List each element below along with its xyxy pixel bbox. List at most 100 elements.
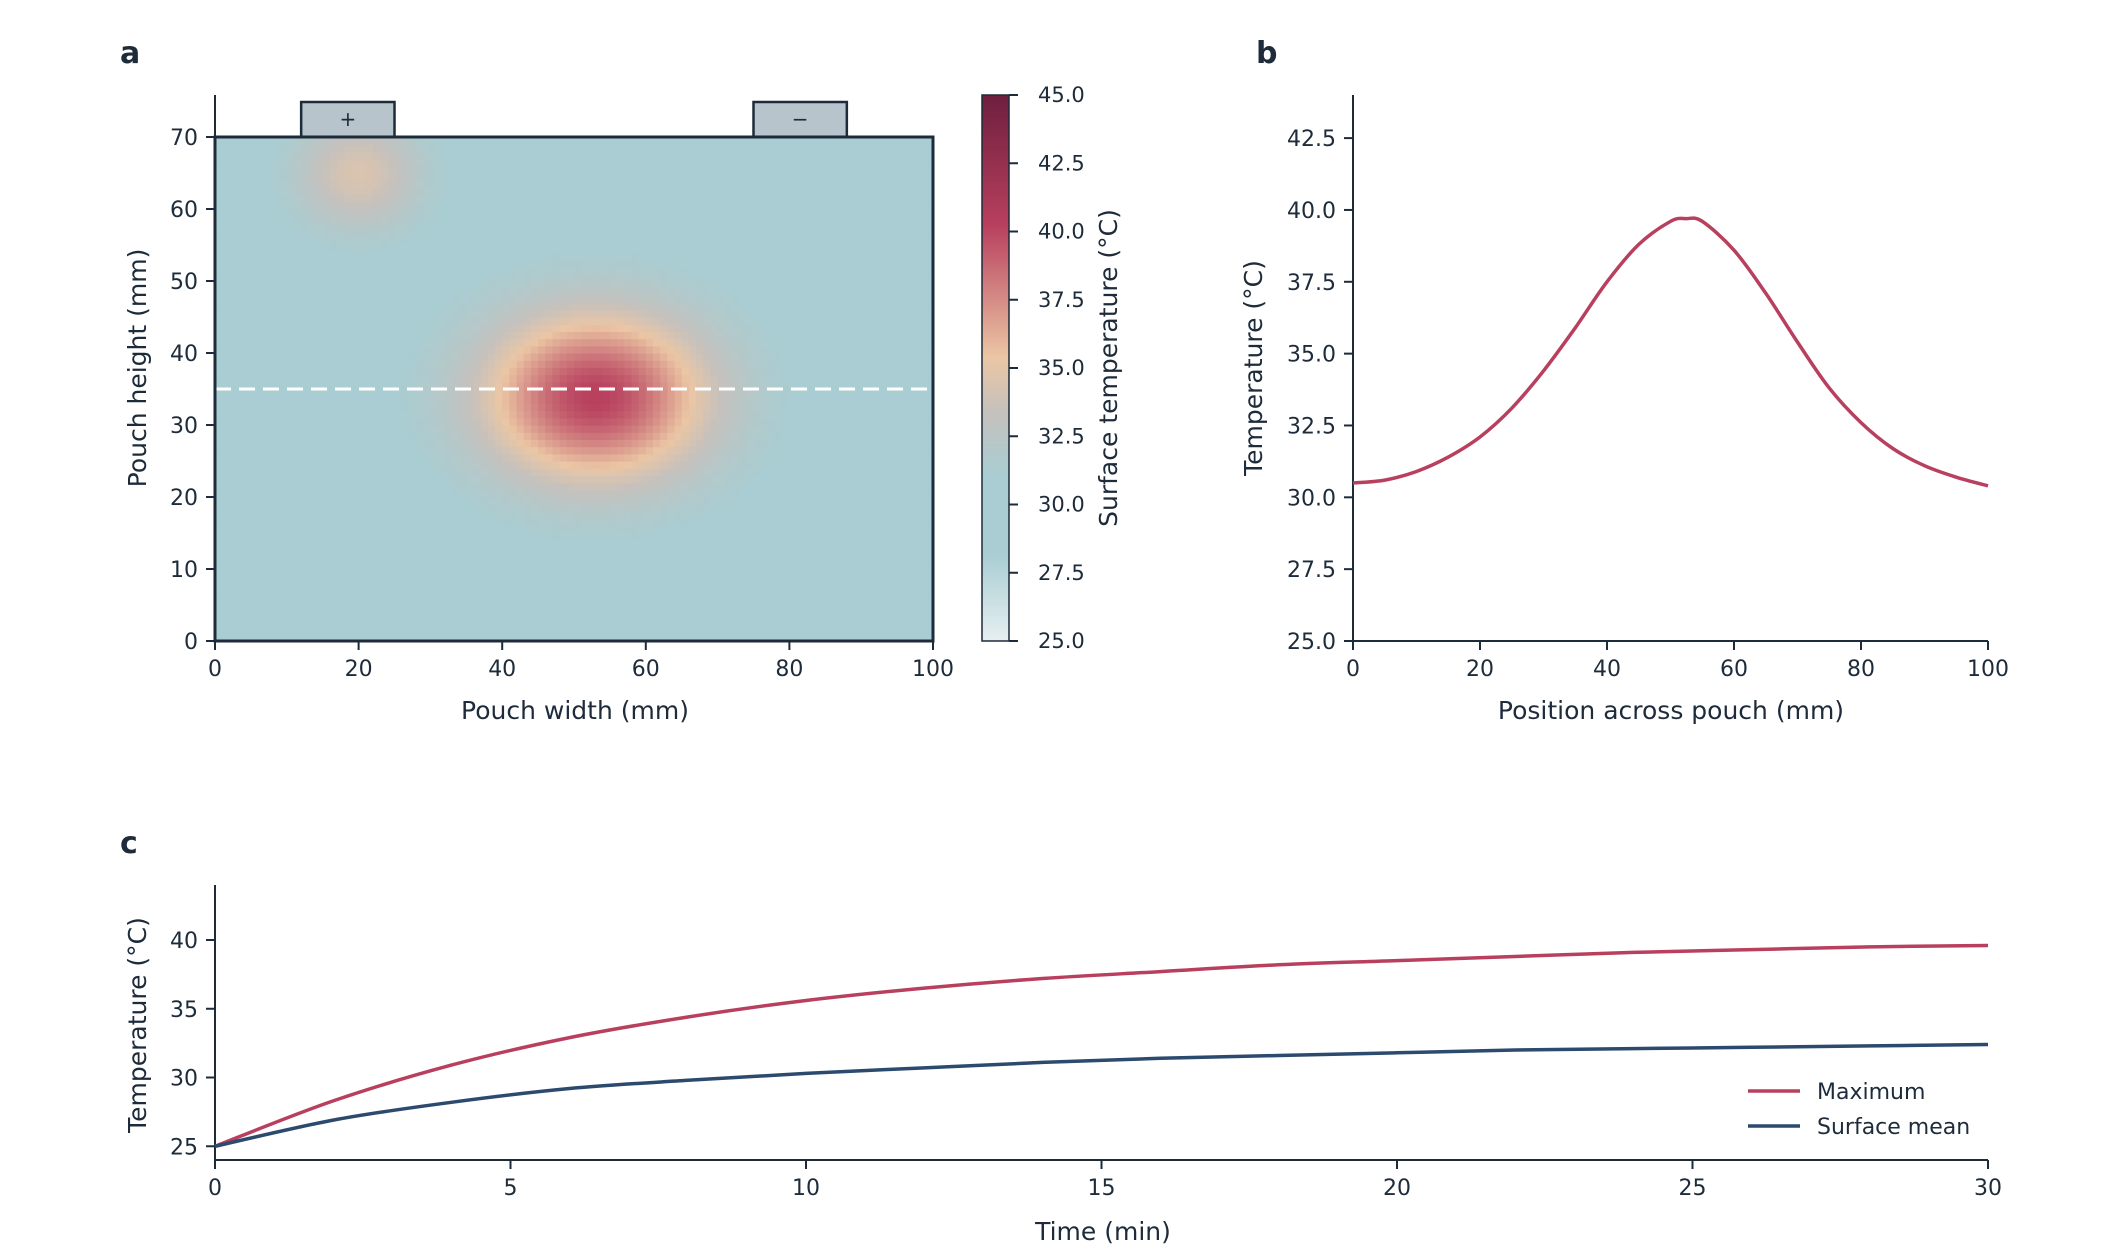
heatmap-cell	[739, 345, 747, 354]
heatmap-cell	[279, 619, 288, 628]
heatmap-cell	[624, 605, 633, 613]
heatmap-cell	[258, 633, 266, 642]
heatmap-cell	[882, 396, 891, 404]
heatmap-cell	[782, 612, 790, 620]
heatmap-cell	[818, 583, 826, 592]
heatmap-cell	[480, 295, 489, 304]
heatmap-cell	[480, 605, 489, 613]
heatmap-cell	[667, 309, 676, 318]
heatmap-cell	[308, 569, 317, 577]
heatmap-cell	[286, 288, 295, 296]
heatmap-cell	[832, 410, 841, 419]
heatmap-cell	[545, 389, 554, 397]
heatmap-cell	[394, 554, 403, 563]
heatmap-cell	[602, 425, 611, 433]
heatmap-cell	[588, 331, 597, 340]
heatmap-cell	[509, 345, 518, 354]
heatmap-cell	[609, 554, 618, 563]
heatmap-cell	[459, 331, 467, 340]
heatmap-cell	[832, 583, 841, 592]
heatmap-cell	[566, 576, 575, 584]
heatmap-cell	[545, 590, 554, 599]
heatmap-cell	[660, 633, 668, 642]
heatmap-cell	[487, 389, 496, 397]
heatmap-cell	[767, 425, 776, 433]
heatmap-cell	[430, 353, 439, 361]
heatmap-cell	[760, 374, 769, 383]
heatmap-cell	[423, 403, 431, 412]
heatmap-cell	[696, 569, 704, 577]
heatmap-cell	[351, 439, 360, 448]
heatmap-cell	[372, 597, 381, 606]
heatmap-cell	[380, 497, 388, 505]
heatmap-cell	[739, 367, 747, 376]
heatmap-cell	[624, 518, 633, 527]
heatmap-cell	[782, 324, 790, 332]
heatmap-cell	[911, 353, 920, 361]
heatmap-cell	[846, 590, 855, 599]
heatmap-cell	[329, 547, 338, 556]
heatmap-cell	[473, 288, 482, 296]
heatmap-cell	[322, 597, 331, 606]
heatmap-cell	[358, 446, 367, 455]
heatmap-cell	[329, 518, 338, 527]
heatmap-cell	[516, 403, 525, 412]
heatmap-cell	[487, 597, 496, 606]
heatmap-cell	[451, 518, 460, 527]
heatmap-cell	[215, 612, 223, 620]
heatmap-cell	[602, 281, 611, 289]
heatmap-cell	[904, 612, 913, 620]
heatmap-cell	[243, 540, 252, 548]
heatmap-cell	[810, 324, 819, 332]
heatmap-cell	[243, 533, 252, 541]
heatmap-cell	[444, 302, 453, 311]
heatmap-cell	[301, 561, 309, 570]
heatmap-cell	[293, 396, 302, 404]
heatmap-cell	[918, 497, 927, 505]
heatmap-cell	[322, 504, 331, 512]
heatmap-cell	[645, 331, 654, 340]
heatmap-cell	[609, 324, 618, 332]
heatmap-cell	[315, 381, 324, 390]
heatmap-cell	[329, 288, 338, 296]
heatmap-cell	[329, 432, 338, 440]
heatmap-cell	[624, 633, 633, 642]
heatmap-cell	[868, 504, 877, 512]
heatmap-cell	[767, 569, 776, 577]
heatmap-cell	[609, 439, 618, 448]
heatmap-cell	[351, 345, 360, 354]
heatmap-cell	[889, 345, 898, 354]
heatmap-cell	[322, 612, 331, 620]
heatmap-cell	[667, 446, 676, 455]
heatmap-cell	[265, 482, 274, 491]
heatmap-cell	[624, 389, 633, 397]
heatmap-cell	[337, 389, 345, 397]
heatmap-cell	[660, 288, 668, 296]
heatmap-cell	[911, 345, 920, 354]
heatmap-cell	[372, 497, 381, 505]
heatmap-cell	[674, 432, 683, 440]
heatmap-cell	[595, 317, 604, 325]
heatmap-cell	[250, 295, 259, 304]
heatmap-cell	[416, 367, 424, 376]
heatmap-cell	[904, 367, 913, 376]
heatmap-cell	[617, 374, 625, 383]
heatmap-cell	[502, 583, 510, 592]
heatmap-cell	[279, 597, 288, 606]
heatmap-cell	[753, 302, 762, 311]
heatmap-cell	[667, 374, 676, 383]
heatmap-cell	[329, 396, 338, 404]
heatmap-cell	[250, 619, 259, 628]
heatmap-cell	[516, 569, 525, 577]
heatmap-cell	[803, 533, 812, 541]
heatmap-cell	[588, 338, 597, 347]
heatmap-cell	[372, 281, 381, 289]
heatmap-cell	[602, 597, 611, 606]
heatmap-cell	[803, 482, 812, 491]
heatmap-cell	[803, 295, 812, 304]
heatmap-cell	[688, 511, 697, 520]
heatmap-cell	[444, 353, 453, 361]
heatmap-cell	[638, 619, 647, 628]
heatmap-cell	[538, 633, 546, 642]
heatmap-cell	[250, 525, 259, 534]
